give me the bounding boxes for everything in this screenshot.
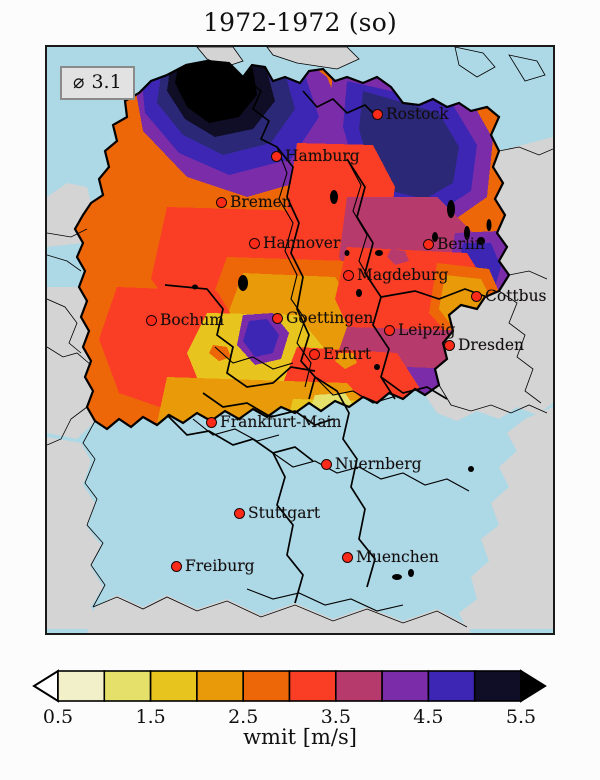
map-canvas: ⌀ 3.1 Rostock Hamburg Bremen Hannover Berlin M… (47, 47, 553, 633)
colorbar-axis-label: wmit [m/s] (243, 725, 357, 749)
colorbar-tick-3: 3.5 (321, 706, 351, 723)
city-label: Rostock (386, 105, 449, 123)
city-label: Cottbus (485, 287, 547, 305)
city-label: Dresden (458, 336, 525, 354)
colorbar-cell-8 (427, 670, 476, 702)
mean-value-box: ⌀ 3.1 (60, 66, 135, 100)
city-dot-icon (342, 269, 354, 281)
colorbar-cell-6 (334, 670, 383, 702)
city-label: Magdeburg (357, 266, 449, 284)
city-label: Hannover (263, 234, 341, 252)
map-panel: ⌀ 3.1 Rostock Hamburg Bremen Hannover Berlin M… (45, 45, 555, 635)
colorbar-cell-5 (288, 670, 337, 702)
city-dot-icon (205, 416, 217, 428)
colorbar-cell-7 (381, 670, 430, 702)
diameter-symbol-icon: ⌀ (73, 71, 85, 93)
colorbar-tick-2: 2.5 (228, 706, 258, 723)
city-label: Erfurt (323, 345, 372, 363)
colorbar-tick-5: 5.5 (506, 706, 536, 723)
city-dot-icon (248, 237, 260, 249)
colorbar-cell-2 (149, 670, 198, 702)
city-label: Frankfurt-Main (220, 413, 342, 431)
colorbar-cells (32, 669, 547, 703)
city-label: Muenchen (356, 548, 439, 566)
city-dot-icon (371, 108, 383, 120)
colorbar-cell-0 (57, 670, 106, 702)
colorbar-under-arrow (32, 669, 59, 703)
colorbar-cell-3 (196, 670, 244, 702)
city-label: Bremen (230, 193, 292, 211)
city-label: Nuernberg (335, 455, 422, 473)
city-dot-icon (341, 551, 353, 563)
city-label: Freiburg (185, 557, 255, 575)
colorbar-tick-1: 1.5 (135, 706, 165, 723)
colorbar: 0.5 1.5 2.5 3.5 4.5 5.5 (32, 669, 547, 723)
city-dot-icon (383, 324, 395, 336)
city-dot-icon (422, 238, 434, 250)
mean-value: 3.1 (91, 71, 122, 93)
colorbar-tick-4: 4.5 (413, 706, 443, 723)
city-dot-icon (271, 312, 283, 324)
city-dot-icon (443, 339, 455, 351)
city-dot-icon (320, 458, 332, 470)
page-title: 1972-1972 (so) (203, 8, 397, 37)
colorbar-tick-labels: 0.5 1.5 2.5 3.5 4.5 5.5 (43, 706, 536, 723)
city-dot-icon (170, 560, 182, 572)
city-label: Bochum (160, 311, 225, 329)
city-dot-icon (270, 150, 282, 162)
colorbar-panel: 0.5 1.5 2.5 3.5 4.5 5.5 wmit [m/s] (0, 663, 600, 780)
city-dot-icon (470, 290, 482, 302)
city-dot-icon (233, 507, 245, 519)
colorbar-cell-9 (473, 670, 522, 702)
colorbar-tick-0: 0.5 (43, 706, 73, 723)
city-dot-icon (145, 314, 157, 326)
city-label: Leipzig (398, 321, 456, 339)
city-label: Hamburg (285, 147, 360, 165)
colorbar-cell-4 (242, 670, 291, 702)
city-label: Stuttgart (248, 504, 321, 522)
city-dot-icon (215, 196, 227, 208)
colorbar-over-arrow (520, 669, 547, 703)
colorbar-cell-1 (103, 670, 152, 702)
city-label: Goettingen (286, 309, 374, 327)
city-dot-icon (308, 348, 320, 360)
city-label: Berlin (437, 235, 485, 253)
